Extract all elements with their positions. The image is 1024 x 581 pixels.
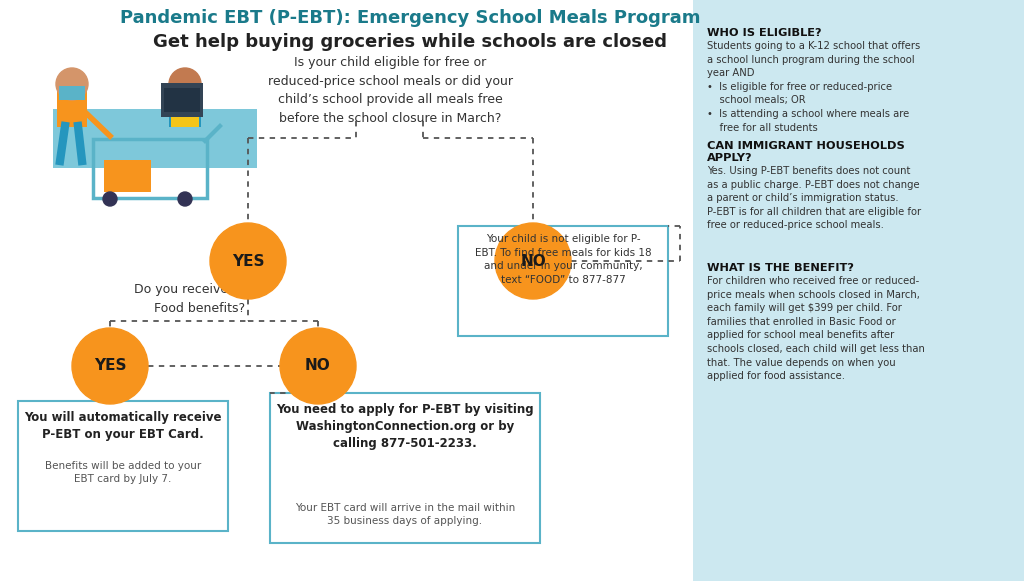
Text: NO: NO — [305, 358, 331, 374]
Circle shape — [280, 328, 356, 404]
Text: You will automatically receive
P-EBT on your EBT Card.: You will automatically receive P-EBT on … — [25, 411, 222, 441]
Text: WHAT IS THE BENEFIT?: WHAT IS THE BENEFIT? — [707, 263, 854, 273]
Text: Pandemic EBT (P-EBT): Emergency School Meals Program: Pandemic EBT (P-EBT): Emergency School M… — [120, 9, 700, 27]
FancyBboxPatch shape — [53, 109, 257, 168]
FancyBboxPatch shape — [57, 83, 87, 127]
FancyBboxPatch shape — [270, 393, 540, 543]
Text: Yes. Using P-EBT benefits does not count
as a public charge. P-EBT does not chan: Yes. Using P-EBT benefits does not count… — [707, 166, 922, 231]
FancyBboxPatch shape — [164, 88, 200, 112]
Text: CAN IMMIGRANT HOUSEHOLDS
APPLY?: CAN IMMIGRANT HOUSEHOLDS APPLY? — [707, 141, 905, 163]
FancyBboxPatch shape — [59, 86, 85, 100]
Text: YES: YES — [94, 358, 126, 374]
Text: You need to apply for P-EBT by visiting
WashingtonConnection.org or by
calling 8: You need to apply for P-EBT by visiting … — [276, 403, 534, 450]
Circle shape — [210, 223, 286, 299]
Text: For children who received free or reduced-
price meals when schools closed in Ma: For children who received free or reduce… — [707, 276, 925, 381]
Text: Your child is not eligible for P-
EBT. To find free meals for kids 18
and under : Your child is not eligible for P- EBT. T… — [475, 234, 651, 285]
FancyBboxPatch shape — [169, 83, 201, 127]
FancyBboxPatch shape — [172, 86, 198, 100]
Circle shape — [103, 192, 117, 206]
Text: YES: YES — [231, 253, 264, 268]
Text: Is your child eligible for free or
reduced-price school meals or did your
child’: Is your child eligible for free or reduc… — [267, 56, 512, 124]
Text: Your EBT card will arrive in the mail within
35 business days of applying.: Your EBT card will arrive in the mail wi… — [295, 503, 515, 526]
FancyBboxPatch shape — [171, 90, 199, 127]
FancyBboxPatch shape — [458, 226, 668, 336]
Circle shape — [178, 192, 193, 206]
FancyBboxPatch shape — [161, 83, 203, 117]
FancyBboxPatch shape — [693, 0, 1024, 581]
Text: WHO IS ELIGIBLE?: WHO IS ELIGIBLE? — [707, 28, 821, 38]
Text: Students going to a K-12 school that offers
a school lunch program during the sc: Students going to a K-12 school that off… — [707, 41, 921, 132]
FancyBboxPatch shape — [104, 160, 151, 192]
Text: Do you receive Basic
Food benefits?: Do you receive Basic Food benefits? — [134, 283, 266, 314]
Circle shape — [72, 328, 148, 404]
FancyBboxPatch shape — [18, 401, 228, 531]
Text: NO: NO — [520, 253, 546, 268]
Circle shape — [169, 68, 201, 100]
Circle shape — [56, 68, 88, 100]
Circle shape — [495, 223, 571, 299]
Text: Benefits will be added to your
EBT card by July 7.: Benefits will be added to your EBT card … — [45, 461, 201, 484]
Text: Get help buying groceries while schools are closed: Get help buying groceries while schools … — [153, 33, 667, 51]
